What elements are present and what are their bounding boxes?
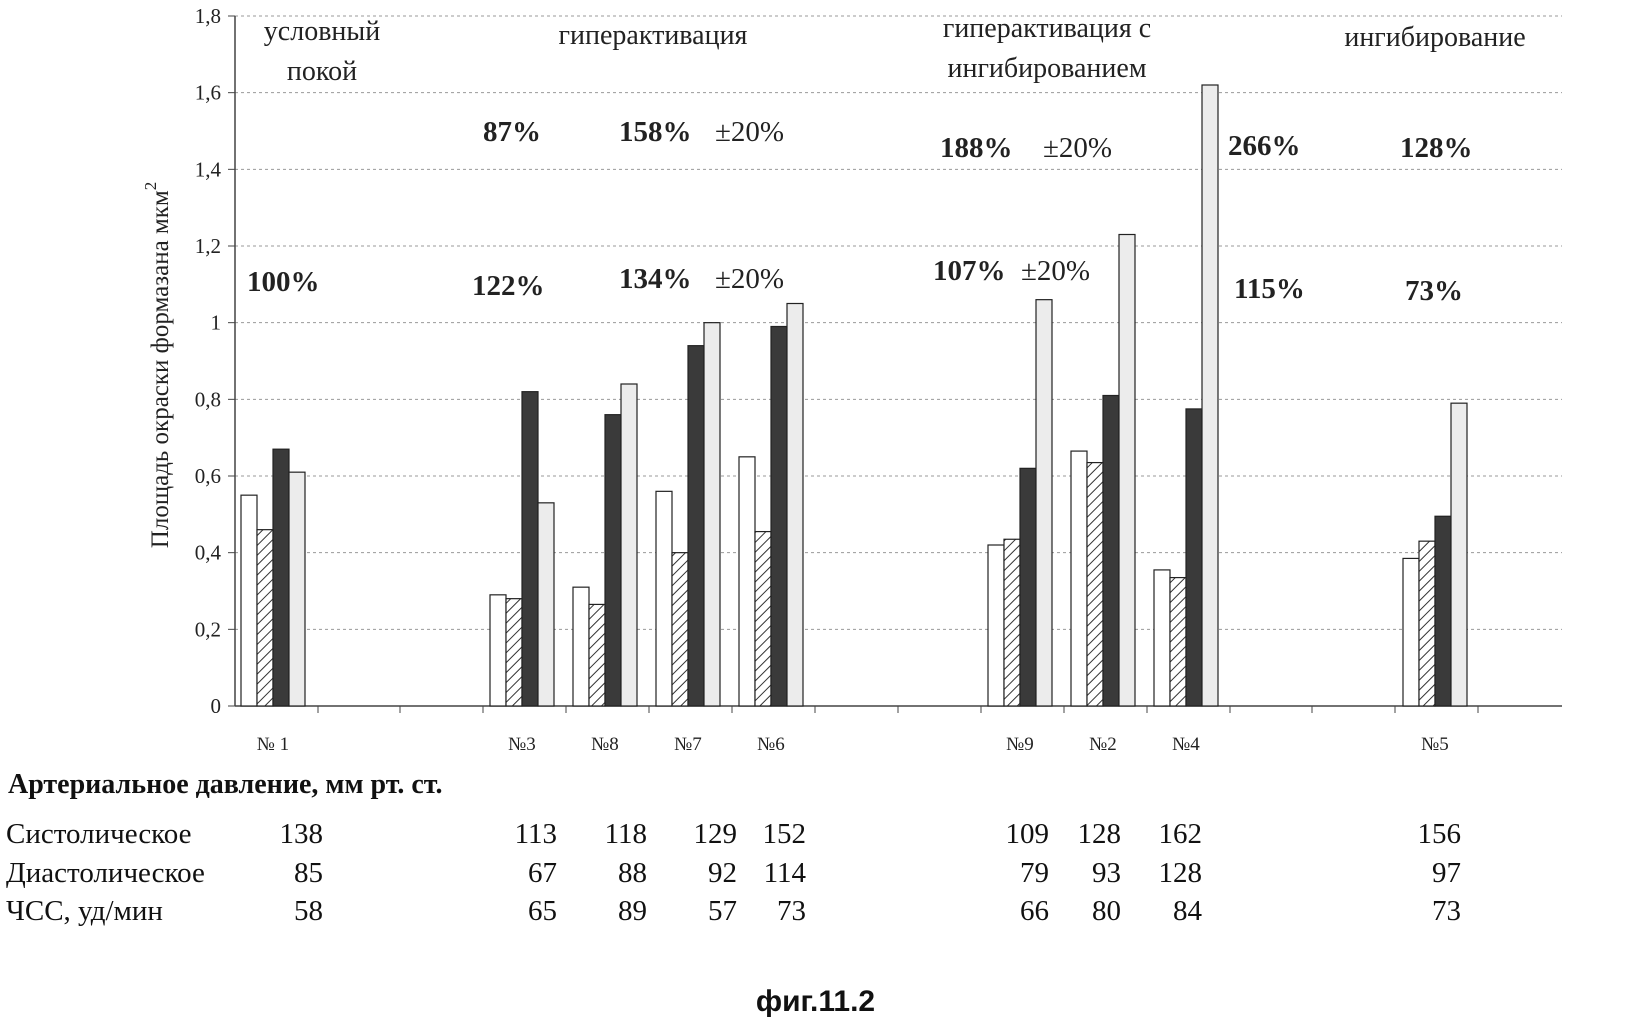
- table-cell: 89: [567, 894, 647, 928]
- table-cell: 162: [1122, 817, 1202, 851]
- table-cell: 92: [657, 856, 737, 890]
- table-cell: 67: [477, 856, 557, 890]
- table-cell: 65: [477, 894, 557, 928]
- table-cell: 66: [969, 894, 1049, 928]
- table-cell: 57: [657, 894, 737, 928]
- table-cell: 128: [1122, 856, 1202, 890]
- table-cell: 58: [243, 894, 323, 928]
- table-cell: 138: [243, 817, 323, 851]
- table-cell: 129: [657, 817, 737, 851]
- table-cell: 152: [726, 817, 806, 851]
- table-row-label: Систолическое: [6, 817, 192, 851]
- table-cell: 79: [969, 856, 1049, 890]
- table-cell: 80: [1041, 894, 1121, 928]
- table-cell: 109: [969, 817, 1049, 851]
- table-cell: 73: [1381, 894, 1461, 928]
- table-cell: 88: [567, 856, 647, 890]
- table-cell: 128: [1041, 817, 1121, 851]
- table-row-label: Диастолическое: [6, 856, 205, 890]
- table-cell: 85: [243, 856, 323, 890]
- table-cell: 113: [477, 817, 557, 851]
- table-cell: 114: [726, 856, 806, 890]
- table-cell: 73: [726, 894, 806, 928]
- table-cell: 97: [1381, 856, 1461, 890]
- table-cell: 84: [1122, 894, 1202, 928]
- table-cell: 118: [567, 817, 647, 851]
- table-cell: 156: [1381, 817, 1461, 851]
- table-cell: 93: [1041, 856, 1121, 890]
- figure-caption: фиг.11.2: [0, 985, 1631, 1019]
- table-title: Артериальное давление, мм рт. ст.: [8, 768, 442, 802]
- table-row-label: ЧСС, уд/мин: [6, 894, 163, 928]
